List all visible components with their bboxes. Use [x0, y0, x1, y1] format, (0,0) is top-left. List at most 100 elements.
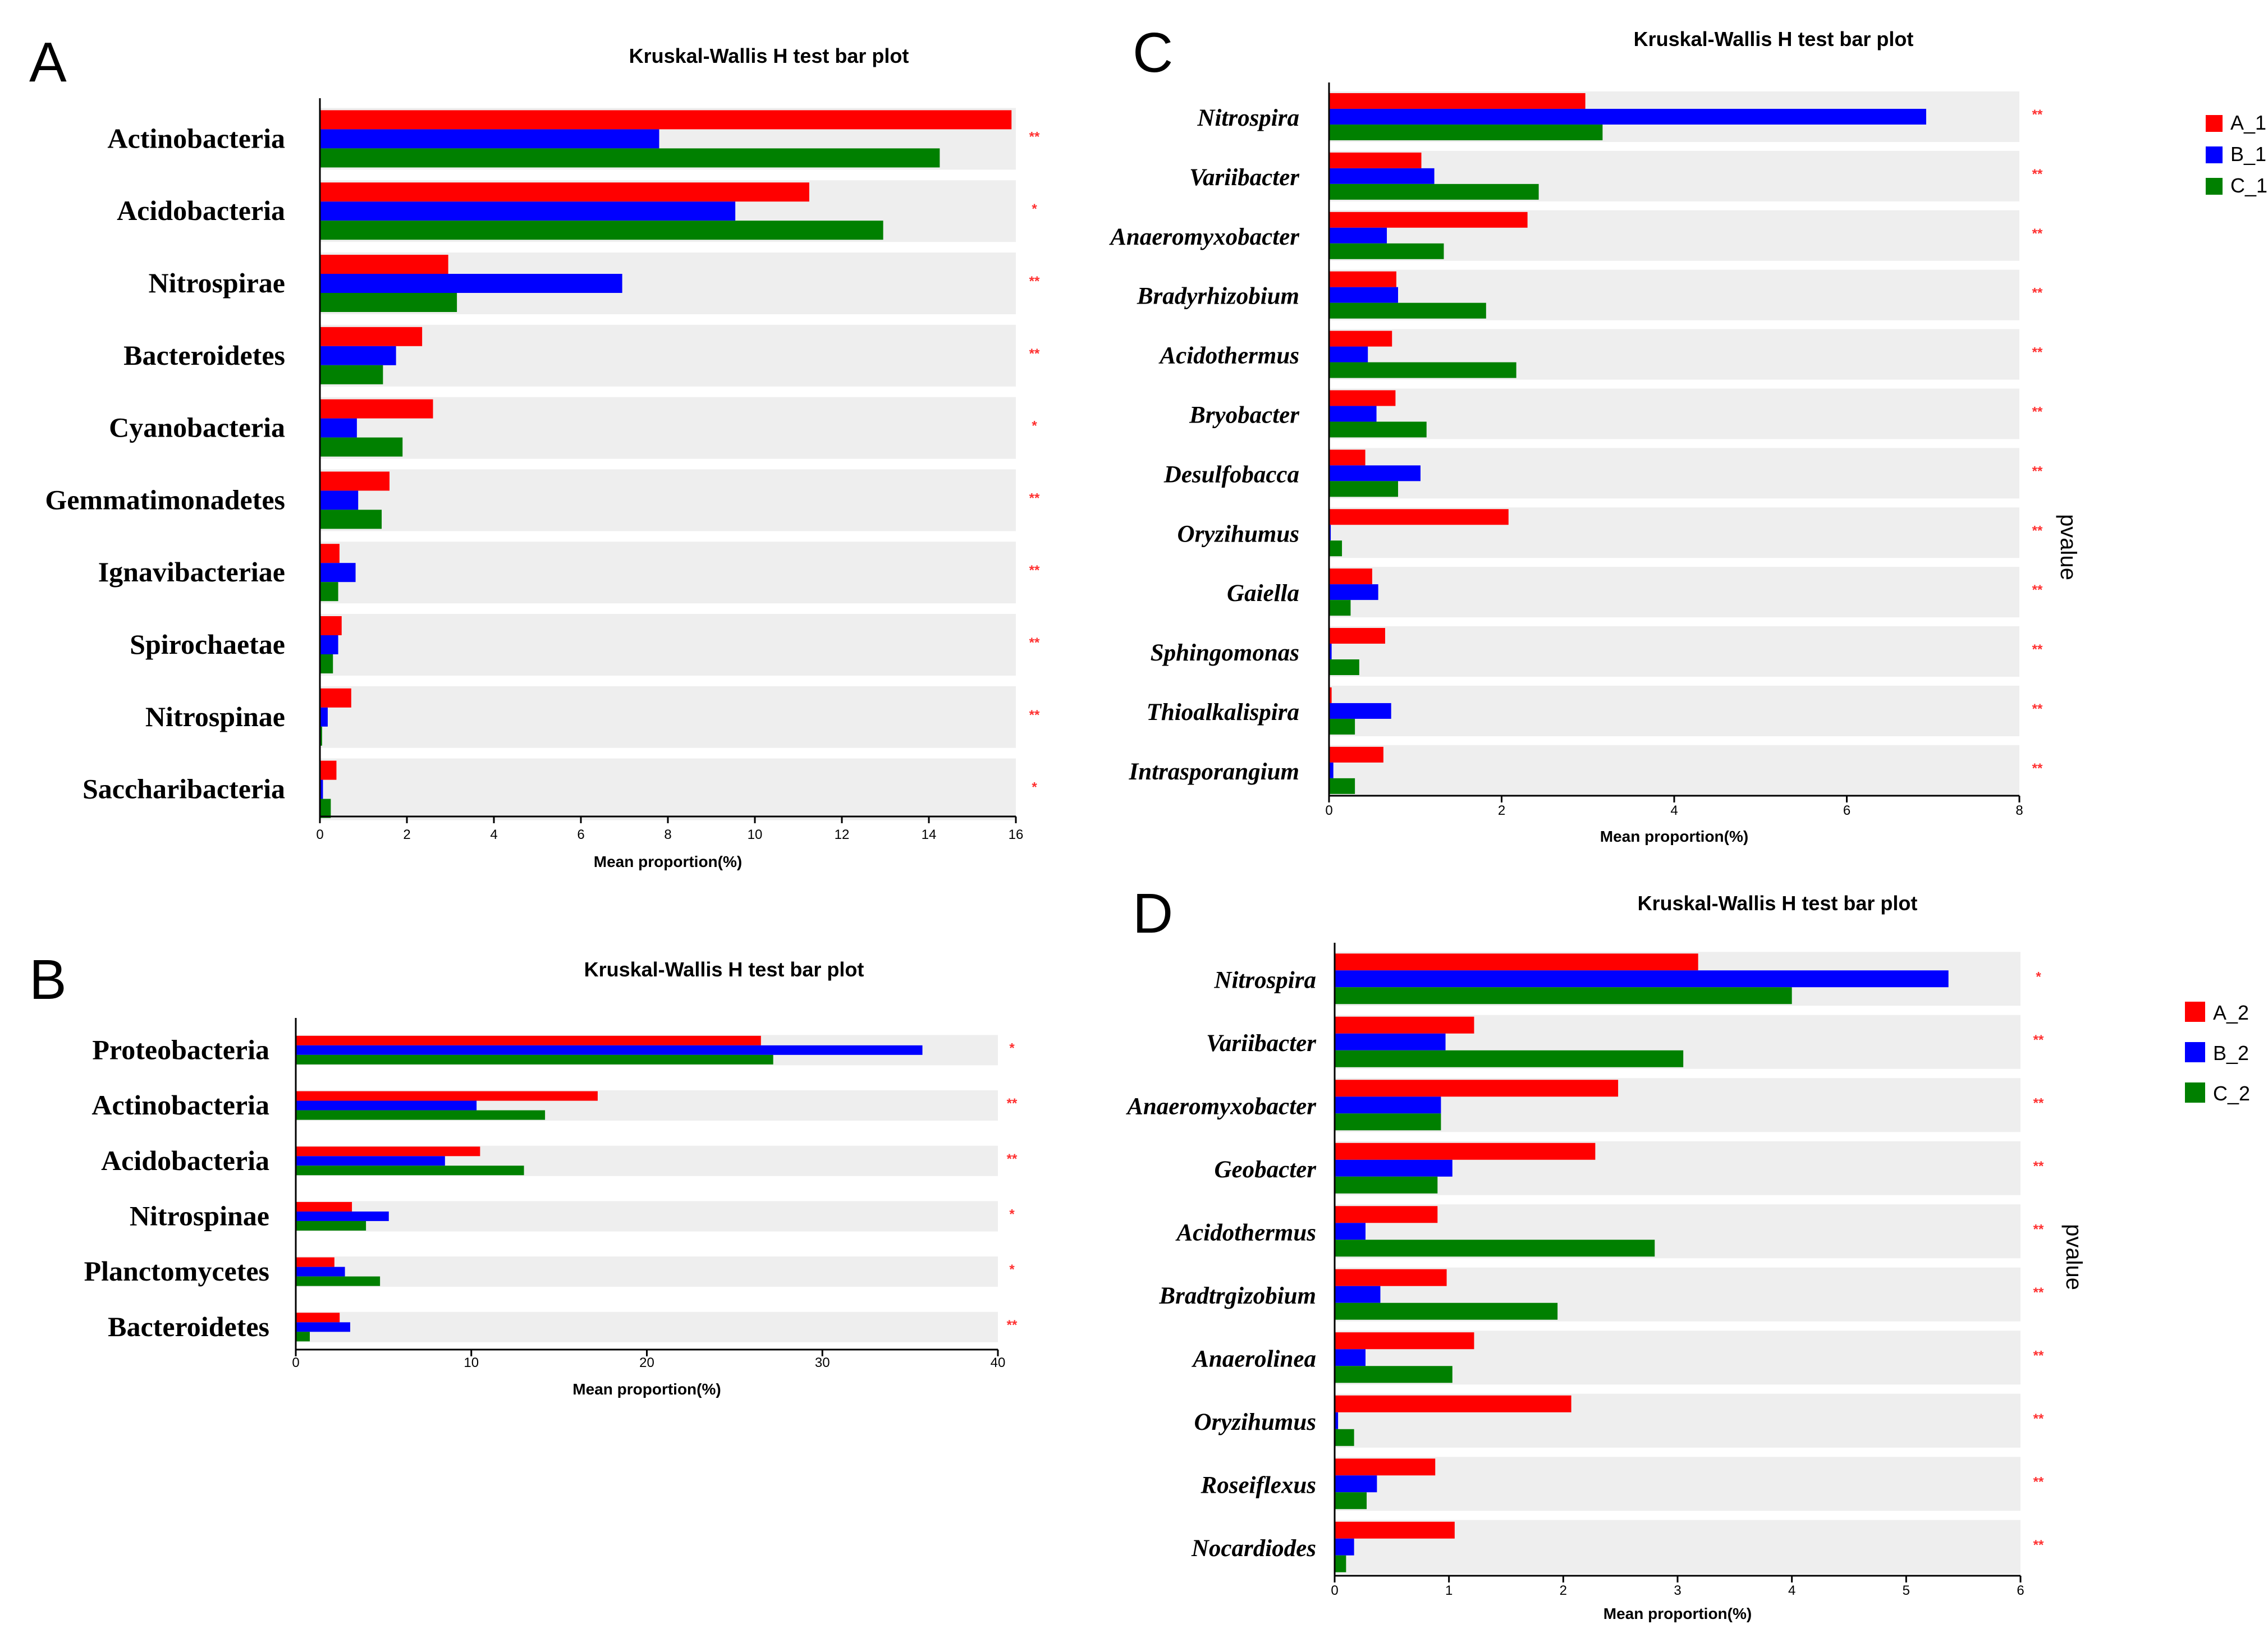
panel-c-bar-b-1: [1329, 644, 1332, 660]
panel-a-x-tick-label: 14: [922, 827, 937, 842]
panel-c-bar-c-1: [1329, 302, 1486, 319]
panel-b-bar-c: [296, 1110, 546, 1120]
panel-d-x-tick-label: 2: [1560, 1583, 1567, 1598]
panel-b-bar-b: [296, 1322, 350, 1332]
panel-a-bar-a-1: [320, 471, 390, 491]
panel-c-category-label: Anaeromyxobacter: [1108, 224, 1300, 250]
panel-a-band: [320, 614, 1016, 676]
panel-c-legend-label: A_1: [2230, 111, 2266, 134]
panel-d-significance-marker: **: [2033, 1222, 2044, 1237]
panel-c-bar-b-1: [1329, 762, 1334, 778]
panel-c-title: Kruskal-Wallis H test bar plot: [1634, 27, 1914, 51]
panel-c-significance-marker: **: [2032, 107, 2043, 122]
panel-b-bar-c: [296, 1054, 773, 1065]
panel-d-bar-b-2: [1335, 1223, 1366, 1240]
panel-c-x-tick-label: 2: [1498, 803, 1505, 818]
panel-c-significance-marker: **: [2032, 404, 2043, 419]
panel-c-category-label: Intrasporangium: [1128, 759, 1299, 785]
panel-a-bar-a-1: [320, 760, 337, 780]
panel-c-band: [1329, 626, 2019, 677]
panel-c-bar-c-1: [1329, 183, 1539, 200]
panel-c-significance-marker: **: [2032, 226, 2043, 241]
panel-c-bar-b-1: [1329, 465, 1421, 481]
panel-c-bar-c-1: [1329, 421, 1427, 438]
panel-b-bar-c: [296, 1166, 524, 1176]
panel-d-category-label: Variibacter: [1206, 1030, 1317, 1057]
panel-a-significance-marker: **: [1029, 129, 1040, 144]
panel-a-significance-marker: **: [1029, 490, 1040, 506]
panel-c-significance-marker: **: [2032, 642, 2043, 657]
panel-c-bar-b-1: [1329, 227, 1387, 244]
panel-a-bar-b-1: [320, 346, 396, 365]
panel-b-band: [296, 1311, 998, 1342]
panel-d-bar-b-2: [1335, 1538, 1354, 1556]
panel-a-bar-c-1: [320, 510, 382, 529]
panel-a-x-axis-title: Mean proportion(%): [594, 853, 742, 870]
panel-c-significance-marker: **: [2032, 286, 2043, 301]
panel-b-band: [296, 1256, 998, 1287]
panel-c-band: [1329, 745, 2019, 796]
panel-c-bar-a-1: [1329, 568, 1372, 585]
panel-d-x-tick-label: 6: [2017, 1583, 2024, 1598]
panel-d-bar-a-2: [1335, 1332, 1474, 1350]
panel-d-letter: D: [1133, 882, 1173, 945]
panel-b-letter: B: [29, 948, 67, 1011]
panel-a-band: [320, 758, 1016, 820]
panel-c-chart: C Kruskal-Wallis H test bar plot Nitrospir…: [1108, 21, 2267, 845]
panel-d-x-tick-label: 1: [1445, 1583, 1453, 1598]
panel-c-bar-c-1: [1329, 481, 1398, 497]
panel-a-category-label: Ignavibacteriae: [98, 556, 285, 588]
panel-d-bar-a-2: [1335, 1016, 1474, 1034]
panel-d-significance-marker: **: [2033, 1411, 2044, 1426]
panel-a-bar-a-1: [320, 399, 433, 419]
panel-c-bar-a-1: [1329, 628, 1385, 644]
panel-b-bar-b: [296, 1211, 389, 1221]
panel-a-bar-a-1: [320, 255, 448, 274]
panel-c-x-tick-label: 6: [1843, 803, 1850, 818]
panel-c-bar-c-1: [1329, 718, 1355, 735]
panel-b-bar-b: [296, 1267, 345, 1277]
panel-b-title: Kruskal-Wallis H test bar plot: [584, 958, 864, 981]
panel-b-bar-b: [296, 1100, 477, 1111]
panel-a-bar-a-1: [320, 110, 1012, 130]
panel-a-bar-b-1: [320, 490, 359, 510]
panel-a-significance-marker: **: [1029, 346, 1040, 361]
panel-a-category-label: Acidobacteria: [117, 195, 285, 226]
panel-b-bar-a: [296, 1201, 352, 1212]
panel-b-bar-b: [296, 1156, 445, 1166]
panel-d-x-tick-label: 3: [1674, 1583, 1681, 1598]
panel-a-category-label: Nitrospinae: [145, 701, 285, 732]
panel-c-bar-a-1: [1329, 509, 1509, 525]
panel-d-category-label: Geobacter: [1215, 1157, 1317, 1183]
panel-c-significance-marker: **: [2032, 167, 2043, 182]
panel-a-significance-marker: **: [1029, 635, 1040, 650]
panel-d-x-axis-title: Mean proportion(%): [1603, 1605, 1752, 1622]
panel-d-category-label: Anaerolinea: [1191, 1346, 1316, 1372]
panel-d-legend-swatch: [2185, 1042, 2205, 1062]
panel-d-x-tick-label: 4: [1788, 1583, 1795, 1598]
panel-d-category-label: Nitrospira: [1213, 967, 1316, 993]
panel-d-bar-b-2: [1335, 1159, 1453, 1177]
panel-c-category-label: Acidothermus: [1158, 343, 1300, 369]
panel-c-band: [1329, 685, 2019, 736]
panel-d-title: Kruskal-Wallis H test bar plot: [1638, 892, 1918, 915]
panel-d-significance-marker: **: [2033, 1538, 2044, 1553]
panel-a-significance-marker: **: [1029, 274, 1040, 289]
panel-a-significance-marker: *: [1032, 780, 1037, 795]
panel-b-bar-a: [296, 1091, 598, 1101]
panel-c-bar-b-1: [1329, 108, 1926, 125]
panel-c-bar-c-1: [1329, 540, 1343, 557]
panel-d-category-label: Anaeromyxobacter: [1125, 1093, 1317, 1120]
panel-b-significance-marker: *: [1009, 1040, 1015, 1056]
panel-c-significance-marker: **: [2032, 761, 2043, 776]
panel-c-bar-c-1: [1329, 362, 1516, 378]
panel-c-category-label: Gaiella: [1227, 580, 1299, 607]
panel-a-bar-b-1: [320, 563, 356, 582]
panel-c-x-tick-label: 0: [1325, 803, 1332, 818]
panel-c-bar-b-1: [1329, 287, 1398, 303]
panel-c-legend-swatch: [2206, 146, 2223, 163]
panel-a-band: [320, 469, 1016, 531]
panel-c-bar-b-1: [1329, 168, 1435, 184]
panel-b-x-tick-label: 10: [464, 1355, 479, 1370]
panel-c-category-label: Variibacter: [1189, 164, 1300, 191]
